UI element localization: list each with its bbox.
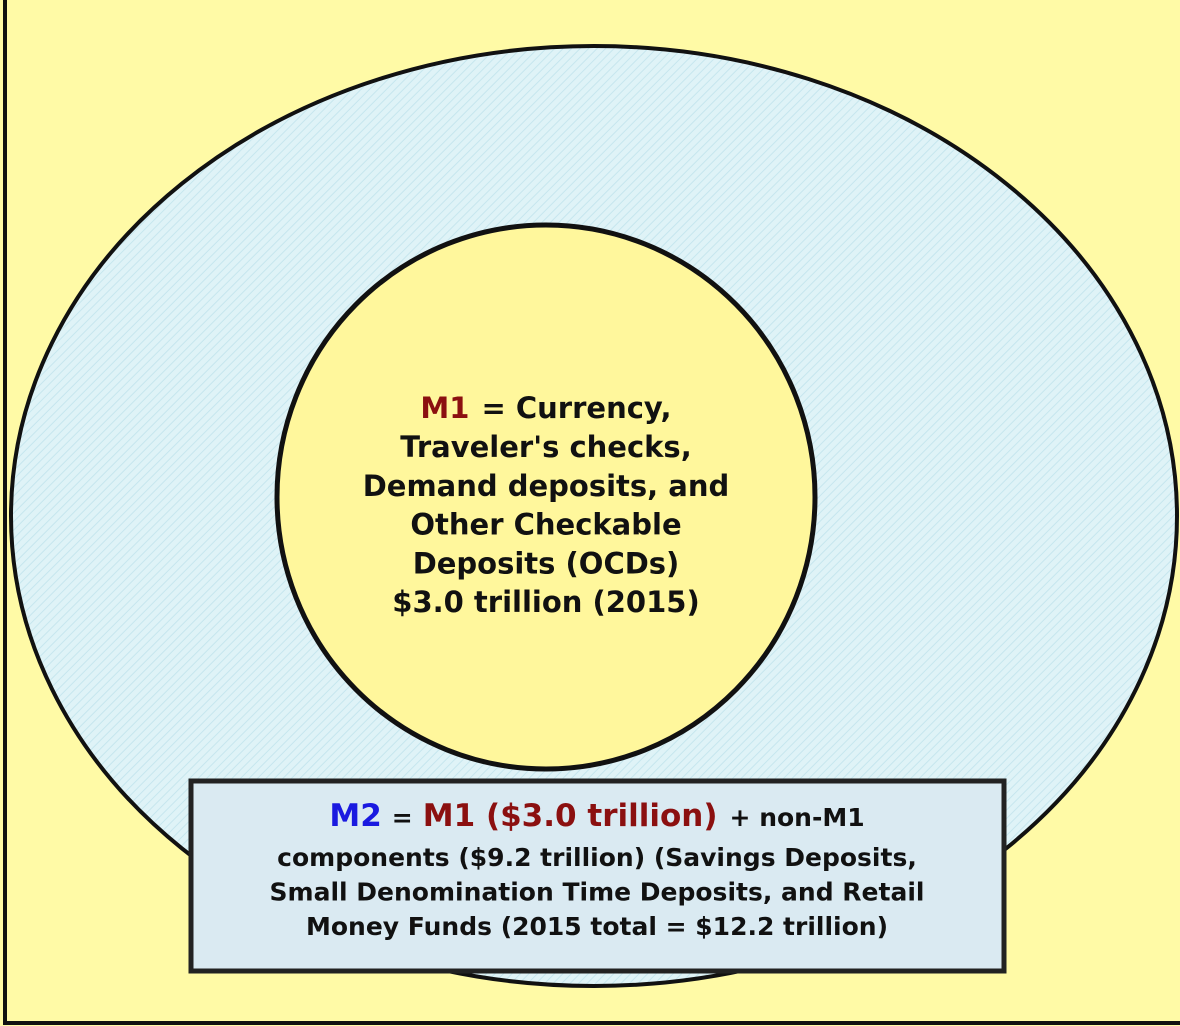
m2-text-line: Money Funds (2015 total = $12.2 trillion… [306, 912, 888, 941]
m2-m1-part: M1 ($3.0 trillion) [423, 798, 718, 834]
m1-text-line: Traveler's checks, [400, 430, 691, 464]
m1-label: M1 [420, 391, 469, 425]
m2-box [188, 778, 1007, 974]
m2-lines: components ($9.2 trillion) (Savings Depo… [270, 843, 925, 941]
m2-text-line: components ($9.2 trillion) (Savings Depo… [277, 843, 917, 872]
m1-lines: Traveler's checks, Demand deposits, and Ot… [363, 430, 730, 619]
m1-text-line: Deposits (OCDs) [413, 546, 680, 580]
m2-line: M2 = M1 ($3.0 trillion) + non-M1 [329, 798, 864, 834]
m2-text: + non-M1 [730, 803, 865, 832]
m1-ellipse [274, 222, 818, 772]
m2-text-line: Small Denomination Time Deposits, and Re… [270, 878, 925, 907]
m2-equals: = [392, 803, 413, 832]
m2-label: M2 [329, 798, 381, 834]
m1-text-line: Other Checkable [410, 508, 681, 542]
m1-text-line: $3.0 trillion (2015) [392, 585, 699, 619]
m1-text: = Currency, [481, 391, 671, 425]
m1-line: M1 = Currency, [420, 391, 671, 425]
m1-text-line: Demand deposits, and [363, 469, 730, 503]
